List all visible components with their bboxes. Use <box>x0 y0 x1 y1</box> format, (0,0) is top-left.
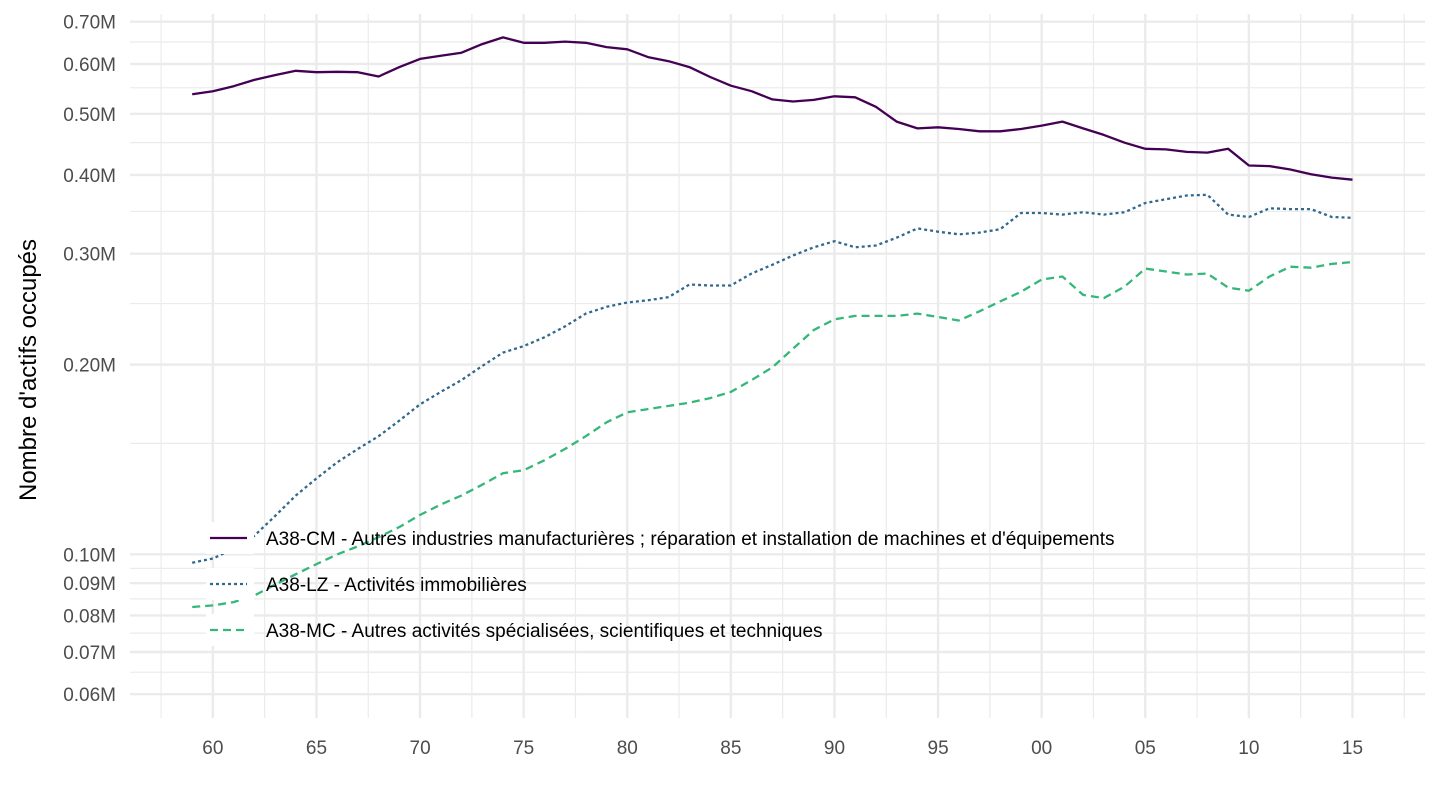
legend-item: A38-CM - Autres industries manufacturièr… <box>206 522 1115 554</box>
y-tick-label: 0.70M <box>63 13 116 34</box>
series-line-1 <box>192 37 1352 179</box>
x-tick-label: 05 <box>1135 738 1156 759</box>
y-tick-label: 0.07M <box>63 643 116 664</box>
series-line-2 <box>192 195 1352 563</box>
x-tick-label: 65 <box>306 738 327 759</box>
y-tick-label: 0.30M <box>63 245 116 266</box>
y-axis-tick-labels: 0.06M 0.07M 0.08M 0.09M 0.10M 0.20M 0.30M 0.40M… <box>63 13 116 706</box>
y-tick-label: 0.20M <box>63 356 116 377</box>
major-grid <box>130 14 1425 718</box>
x-tick-label: 00 <box>1031 738 1052 759</box>
minor-grid <box>130 14 1425 718</box>
legend-label: A38-MC - Autres activités spécialisées, … <box>266 621 823 642</box>
series-layer <box>192 37 1352 607</box>
x-tick-label: 60 <box>202 738 223 759</box>
y-tick-label: 0.60M <box>63 55 116 76</box>
legend-label: A38-LZ - Activités immobilières <box>266 575 527 596</box>
x-tick-label: 75 <box>513 738 534 759</box>
y-tick-label: 0.09M <box>63 574 116 595</box>
x-axis-tick-labels: 60 65 70 75 80 85 90 95 00 05 10 15 <box>202 738 1363 759</box>
y-tick-label: 0.06M <box>63 685 116 706</box>
y-tick-label: 0.40M <box>63 166 116 187</box>
x-tick-label: 15 <box>1342 738 1363 759</box>
x-tick-label: 85 <box>720 738 741 759</box>
x-tick-label: 10 <box>1238 738 1259 759</box>
x-tick-label: 70 <box>410 738 431 759</box>
y-tick-label: 0.08M <box>63 606 116 627</box>
line-chart: 0.06M 0.07M 0.08M 0.09M 0.10M 0.20M 0.30M 0.40M… <box>0 0 1440 810</box>
y-axis-title: Nombre d'actifs occupés <box>15 239 42 501</box>
y-tick-label: 0.10M <box>63 545 116 566</box>
legend-label: A38-CM - Autres industries manufacturièr… <box>266 529 1115 550</box>
x-tick-label: 80 <box>617 738 638 759</box>
y-tick-label: 0.50M <box>63 105 116 126</box>
x-tick-label: 90 <box>824 738 845 759</box>
x-tick-label: 95 <box>928 738 949 759</box>
